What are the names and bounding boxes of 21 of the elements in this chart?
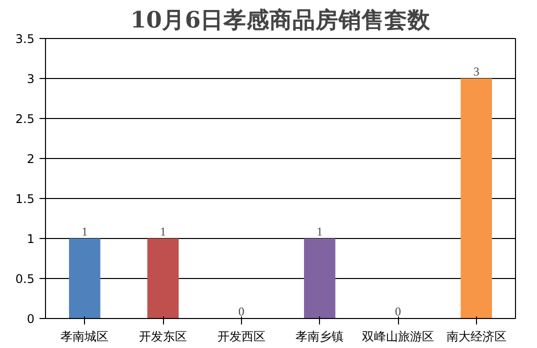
x-tick-label: 孝南城区 xyxy=(60,330,109,344)
data-label: 3 xyxy=(473,64,480,78)
x-tick-label: 开发东区 xyxy=(139,330,187,344)
y-tick-label: 0 xyxy=(26,312,35,326)
y-tick-label: 1.5 xyxy=(15,192,35,206)
data-label: 0 xyxy=(238,304,244,318)
y-tick-label: 2 xyxy=(26,152,35,166)
data-label: 1 xyxy=(160,224,166,238)
y-tick-label: 0.5 xyxy=(15,272,35,286)
data-label: 1 xyxy=(82,224,88,238)
x-tick-label: 开发西区 xyxy=(217,330,266,344)
data-label: 1 xyxy=(316,224,323,238)
x-tick-label: 孝南乡镇 xyxy=(296,330,344,344)
y-tick-label: 2.5 xyxy=(15,112,35,126)
data-label: 0 xyxy=(395,304,401,318)
y-tick-label: 3 xyxy=(26,72,35,86)
y-tick-label: 3.5 xyxy=(15,32,35,46)
x-tick-label: 双峰山旅游区 xyxy=(362,330,434,344)
chart-title: 10月6日孝感商品房销售套数 xyxy=(130,6,432,34)
y-tick-label: 1 xyxy=(26,232,35,246)
x-tick-label: 南大经济区 xyxy=(446,330,506,344)
